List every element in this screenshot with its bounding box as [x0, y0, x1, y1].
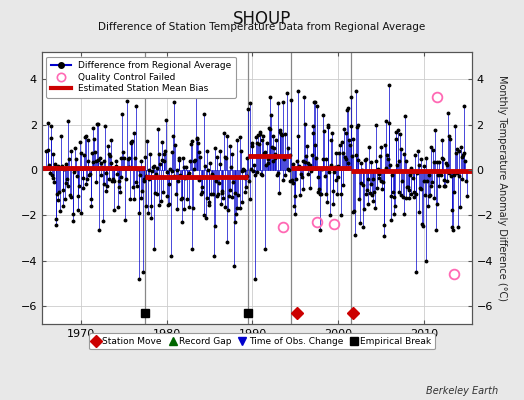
Text: Berkeley Earth: Berkeley Earth: [425, 386, 498, 396]
Text: Difference of Station Temperature Data from Regional Average: Difference of Station Temperature Data f…: [99, 22, 425, 32]
Y-axis label: Monthly Temperature Anomaly Difference (°C): Monthly Temperature Anomaly Difference (…: [497, 75, 507, 301]
Text: SHOUP: SHOUP: [233, 10, 291, 28]
Legend: Difference from Regional Average, Quality Control Failed, Estimated Station Mean: Difference from Regional Average, Qualit…: [47, 56, 236, 98]
Legend: Station Move, Record Gap, Time of Obs. Change, Empirical Break: Station Move, Record Gap, Time of Obs. C…: [89, 333, 435, 350]
